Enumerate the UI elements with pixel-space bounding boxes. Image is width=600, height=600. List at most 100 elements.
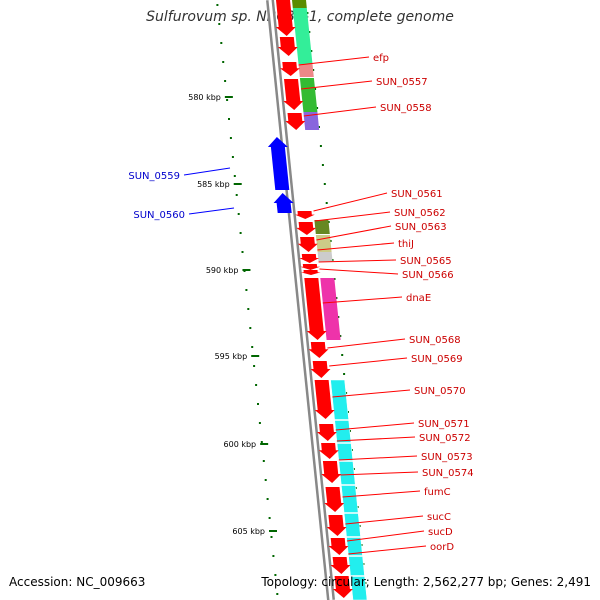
right-track-dot <box>318 126 320 128</box>
reverse-cds-arrow <box>273 193 294 213</box>
forward-gene-label: sucC <box>427 512 451 523</box>
forward-gene-label: SUN_0571 <box>418 419 470 430</box>
cog-track <box>292 0 368 600</box>
forward-gene-label: SUN_0568 <box>409 335 461 346</box>
left-track-dot <box>255 384 258 386</box>
forward-cds-arrow <box>299 254 320 263</box>
forward-label-leader <box>338 455 418 461</box>
forward-cds-arrow <box>330 557 351 574</box>
forward-gene-label: SUN_0562 <box>394 208 446 219</box>
left-track-dot <box>231 156 234 158</box>
left-track-dot <box>228 118 230 120</box>
reverse-gene-label: SUN_0559 <box>128 171 180 182</box>
forward-cds-arrow <box>275 0 296 36</box>
left-track-dot <box>247 308 250 310</box>
reverse-strand-genes <box>267 137 294 213</box>
forward-label-leader <box>329 357 408 367</box>
right-track-dot <box>339 335 342 337</box>
cog-color-band <box>314 220 330 234</box>
forward-cds-arrow <box>296 222 317 235</box>
forward-cds-arrow <box>279 62 300 76</box>
left-track-dot <box>249 327 252 329</box>
right-track-dot <box>306 12 309 14</box>
forward-gene-label: SUN_0574 <box>422 468 474 479</box>
reverse-label-leader <box>183 167 231 176</box>
forward-cds-arrow <box>326 515 347 536</box>
forward-cds-arrow <box>277 37 298 56</box>
forward-cds-arrow <box>328 538 349 555</box>
forward-gene-label: SUN_0566 <box>402 270 454 281</box>
left-track-dot <box>262 460 265 462</box>
forward-label-leader <box>342 490 421 498</box>
left-track-dot <box>258 422 261 424</box>
right-track-dot <box>325 202 328 204</box>
forward-label-leader <box>303 106 377 117</box>
right-track-dot <box>343 373 346 375</box>
forward-cds-arrow <box>321 461 342 483</box>
forward-gene-label: SUN_0561 <box>391 189 443 200</box>
cog-color-band <box>299 78 318 112</box>
right-track-dot <box>310 50 313 52</box>
right-track-dot <box>314 88 317 90</box>
left-track-dot <box>251 346 254 348</box>
cog-color-band <box>317 252 333 262</box>
scale-tick-label: 585 kbp <box>197 180 230 189</box>
forward-cds-arrow <box>300 264 321 270</box>
left-track-dot <box>224 80 227 82</box>
right-track-dot <box>333 278 336 280</box>
forward-cds-arrow <box>308 342 329 358</box>
forward-label-leader <box>313 192 388 212</box>
cog-color-band <box>292 0 307 8</box>
reverse-gene-labels: SUN_0559 SUN_0560 <box>128 167 235 221</box>
forward-label-leader <box>301 80 373 90</box>
right-track-dot <box>321 164 324 166</box>
left-track-dot <box>245 289 248 291</box>
left-track-dot <box>260 441 263 443</box>
forward-strand-genes <box>275 0 353 598</box>
left-track-dot <box>270 536 273 538</box>
forward-label-leader <box>318 259 397 263</box>
forward-gene-label: SUN_0569 <box>411 354 463 365</box>
forward-label-leader <box>332 389 411 398</box>
left-track-dot <box>253 365 256 367</box>
scale-ticks: 580 kbp 585 kbp 590 kbp 595 kbp 600 kbp 605 k… <box>188 93 278 536</box>
scale-tick-label: 605 kbp <box>232 527 265 536</box>
forward-gene-label: efp <box>373 53 389 64</box>
right-track-dot <box>323 183 326 185</box>
cog-color-band <box>320 278 341 340</box>
forward-gene-label: oorD <box>430 542 454 553</box>
forward-cds-arrow <box>294 211 315 219</box>
right-track-dot <box>316 107 319 109</box>
forward-cds-arrow <box>316 424 337 441</box>
topology-text: Topology: circular; Length: 2,562,277 bp… <box>261 575 591 589</box>
right-track-dot <box>337 316 340 318</box>
right-track-dot <box>308 31 311 33</box>
forward-cds-arrow <box>314 380 335 419</box>
forward-label-leader <box>317 242 395 251</box>
reverse-label-leader <box>188 207 235 215</box>
left-track-dot <box>216 4 219 6</box>
scale-tick-label: 580 kbp <box>188 93 221 102</box>
forward-cds-arrow <box>310 361 331 378</box>
forward-label-leader <box>336 436 416 442</box>
left-track-dot <box>241 251 244 253</box>
forward-label-leader <box>314 211 391 222</box>
left-track-dot <box>272 555 275 557</box>
forward-cds-arrow <box>297 237 318 252</box>
left-track-dot <box>226 99 229 101</box>
scale-tick-label: 595 kbp <box>215 352 248 361</box>
left-track-dot <box>239 232 242 234</box>
forward-label-leader <box>335 422 415 431</box>
accession-text: Accession: NC_009663 <box>9 575 146 589</box>
forward-gene-label: dnaE <box>406 293 431 304</box>
forward-gene-label: SUN_0563 <box>395 222 447 233</box>
left-track-dot <box>266 498 269 500</box>
forward-cds-arrow <box>304 278 327 340</box>
left-track-dot <box>220 42 223 44</box>
forward-cds-arrow <box>283 79 304 110</box>
forward-gene-label: sucD <box>428 527 453 538</box>
forward-cds-arrow <box>318 443 339 459</box>
forward-label-leader <box>327 338 406 349</box>
right-track-dot <box>327 221 330 223</box>
